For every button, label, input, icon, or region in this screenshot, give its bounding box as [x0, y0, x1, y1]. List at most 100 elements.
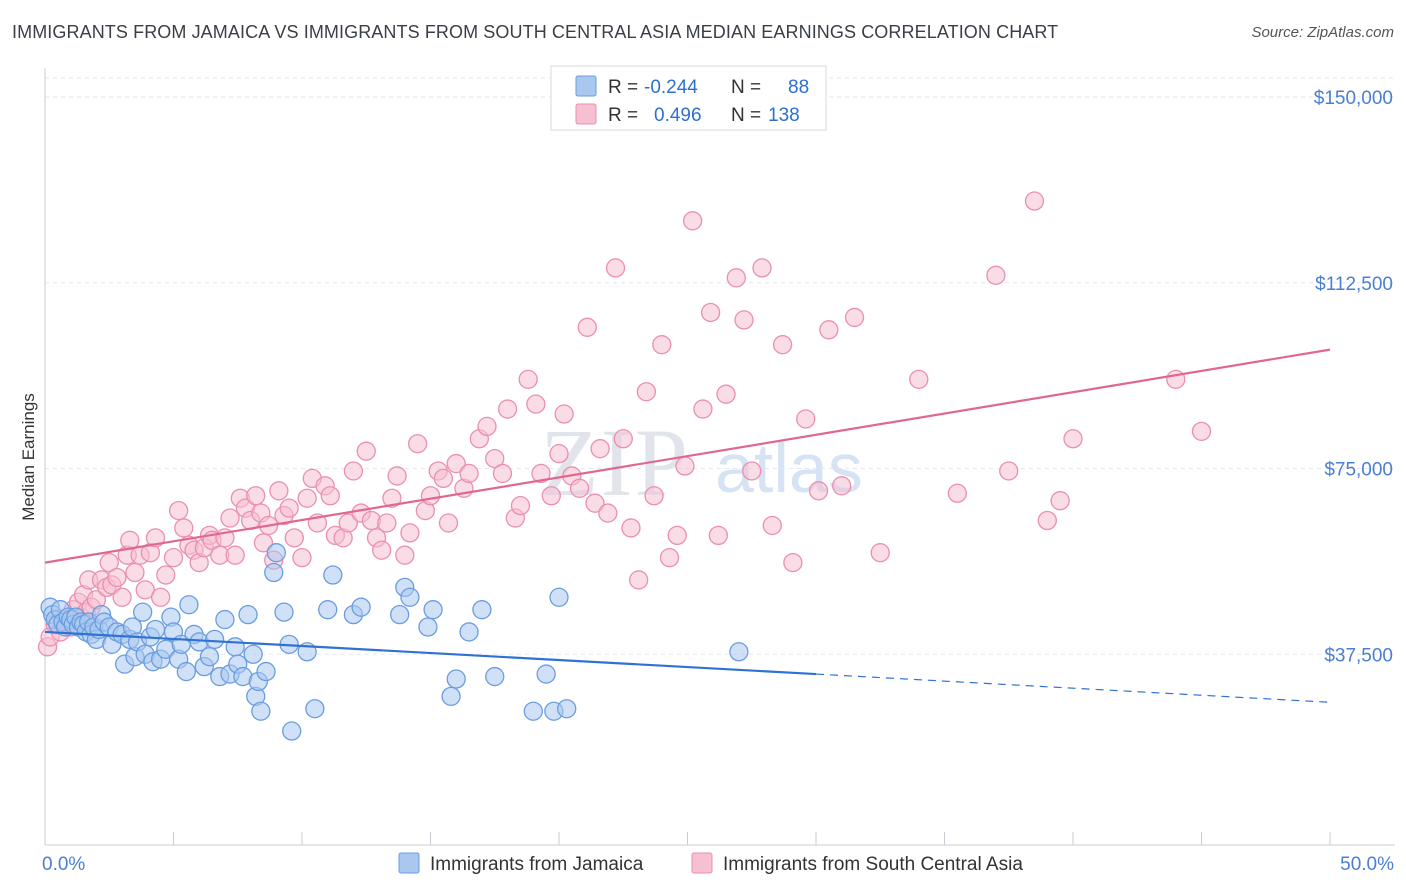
- south-central-asia-point-88: [505, 508, 525, 528]
- jamaica-point-19: [89, 619, 109, 640]
- axes: [44, 68, 1395, 846]
- south-central-asia-point-18: [107, 567, 127, 588]
- chart-title: IMMIGRANTS FROM JAMAICA VS IMMIGRANTS FR…: [12, 22, 1059, 42]
- jamaica-point-75: [418, 617, 438, 637]
- bottom-legend-label-jamaica: Immigrants from Jamaica: [430, 854, 644, 875]
- jamaica-point-37: [156, 639, 176, 659]
- south-central-asia-point-10: [76, 602, 96, 622]
- south-central-asia-point-47: [253, 533, 274, 553]
- jamaica-point-70: [343, 604, 364, 625]
- south-central-asia-point-114: [700, 302, 721, 323]
- jamaica-point-81: [485, 666, 505, 687]
- south-central-asia-point-14: [91, 570, 112, 590]
- south-central-asia-point-116: [716, 384, 736, 404]
- south-central-asia-point-115: [708, 525, 728, 546]
- south-central-asia-point-24: [135, 580, 155, 600]
- jamaica-point-8: [61, 609, 81, 630]
- bottom-legend-label-sca: Immigrants from South Central Asia: [723, 854, 1023, 875]
- south-central-asia-point-56: [302, 468, 322, 489]
- jamaica-point-2: [45, 609, 65, 630]
- jamaica-point-14: [76, 622, 96, 642]
- gridlines: [45, 77, 1395, 655]
- south-central-asia-point-118: [734, 310, 754, 330]
- south-central-asia-point-16: [99, 552, 119, 573]
- south-central-asia-point-41: [225, 545, 245, 565]
- south-central-asia-point-120: [752, 258, 772, 278]
- jamaica-point-4: [50, 600, 71, 620]
- jamaica-point-17: [84, 617, 104, 637]
- south-central-asia-point-86: [492, 463, 513, 484]
- south-central-asia-point-65: [356, 441, 376, 461]
- south-central-asia-point-77: [428, 461, 448, 481]
- south-central-asia-point-135: [1037, 510, 1057, 531]
- south-central-asia-point-28: [156, 565, 176, 585]
- south-central-asia-point-1: [40, 627, 60, 647]
- south-central-asia-point-61: [333, 528, 353, 548]
- south-central-asia-point-50: [269, 481, 289, 501]
- south-central-asia-point-107: [644, 486, 664, 506]
- legend-n-value-jamaica: 88: [788, 77, 809, 98]
- jamaica-point-13: [73, 614, 94, 635]
- south-central-asia-point-125: [808, 481, 829, 501]
- jamaica-point-1: [43, 604, 63, 625]
- jamaica-point-5: [53, 612, 73, 632]
- jamaica-point-67: [305, 699, 325, 719]
- watermark-atlas: atlas: [715, 429, 863, 507]
- jamaica-point-72: [390, 604, 410, 625]
- south-central-asia-point-44: [240, 510, 261, 531]
- south-central-asia-point-82: [459, 463, 479, 484]
- south-central-asia-point-7: [68, 592, 89, 612]
- south-central-asia-point-67: [366, 528, 387, 548]
- jamaica-point-42: [176, 661, 197, 682]
- south-central-asia-point-94: [549, 443, 569, 464]
- y-tick-labels: $37,500 $75,000 $112,500 $150,000: [1314, 88, 1393, 666]
- south-central-asia-point-26: [145, 528, 166, 548]
- south-central-asia-point-75: [415, 500, 436, 521]
- south-central-asia-point-58: [315, 476, 335, 496]
- bottom-legend-swatch-sca: [691, 852, 713, 874]
- jamaica-trend-extension: [815, 673, 1331, 703]
- south-central-asia-point-111: [675, 456, 695, 476]
- south-central-asia-point-25: [140, 543, 161, 563]
- south-central-asia-point-79: [438, 513, 459, 533]
- jamaica-point-52: [225, 637, 245, 657]
- south-central-asia-point-39: [215, 528, 235, 548]
- jamaica-point-58: [248, 671, 268, 692]
- south-central-asia-point-9: [73, 585, 94, 605]
- jamaica-point-79: [459, 622, 479, 642]
- trend-lines: [44, 348, 1331, 703]
- y-axis-label: Median Earnings: [19, 393, 38, 521]
- jamaica-point-18: [86, 629, 107, 650]
- south-central-asia-point-95: [554, 404, 574, 424]
- south-central-asia-point-54: [292, 548, 312, 568]
- south-central-asia-point-15: [97, 577, 117, 598]
- south-central-asia-point-29: [163, 548, 184, 568]
- jamaica-point-48: [204, 629, 225, 650]
- south-central-asia-point-127: [832, 476, 852, 496]
- south-central-asia-point-134: [1024, 191, 1045, 211]
- legend-swatch-south-central-asia: [575, 103, 597, 125]
- south-central-asia-point-104: [621, 518, 641, 538]
- south-central-asia-point-90: [518, 369, 538, 389]
- jamaica-point-61: [264, 562, 284, 583]
- south-central-asia-point-6: [63, 600, 83, 620]
- jamaica-point-26: [115, 654, 135, 674]
- south-central-asia-point-11: [79, 570, 99, 590]
- south-central-asia-point-0: [37, 637, 58, 657]
- south-central-asia-point-102: [605, 258, 626, 278]
- south-central-asia-point-42: [230, 488, 250, 508]
- blue-series-points: [40, 543, 749, 741]
- south-central-asia-point-83: [469, 429, 489, 449]
- watermark: ZIP atlas: [540, 409, 863, 516]
- south-central-asia-point-53: [284, 528, 304, 548]
- south-central-asia-point-117: [726, 268, 746, 288]
- jamaica-point-77: [441, 686, 461, 707]
- south-central-asia-point-138: [1166, 369, 1186, 389]
- jamaica-point-38: [161, 607, 181, 627]
- south-central-asia-point-97: [569, 478, 590, 498]
- jamaica-point-12: [71, 612, 91, 632]
- south-central-asia-point-43: [235, 498, 256, 518]
- south-central-asia-point-30: [168, 500, 189, 521]
- south-central-asia-point-78: [433, 468, 454, 489]
- jamaica-point-6: [55, 617, 76, 637]
